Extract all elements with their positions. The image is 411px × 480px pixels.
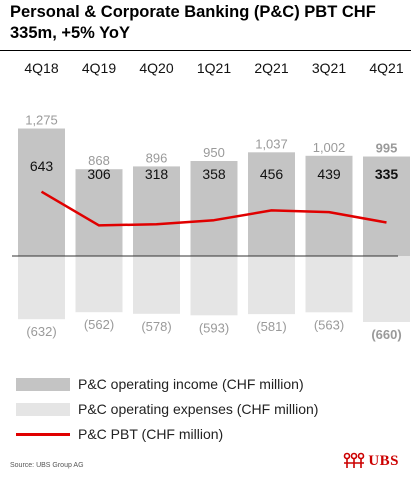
- expense-value-label: (578): [141, 319, 171, 334]
- legend-label-pbt: P&C PBT (CHF million): [78, 426, 224, 442]
- legend-item-expenses: P&C operating expenses (CHF million): [16, 399, 318, 419]
- expense-bar: [248, 256, 295, 315]
- income-bar: [363, 156, 410, 256]
- logo-text: UBS: [368, 452, 399, 469]
- category-label: 4Q18: [24, 60, 58, 76]
- pbt-value-label: 335: [375, 166, 399, 182]
- chart-title: Personal & Corporate Banking (P&C) PBT C…: [10, 3, 376, 42]
- category-label: 4Q19: [82, 60, 116, 76]
- expense-bar: [75, 256, 123, 313]
- income-value-label: 1,275: [25, 113, 58, 128]
- expense-bar: [190, 256, 238, 316]
- pbt-value-label: 439: [317, 166, 341, 182]
- expense-value-label: (593): [199, 320, 229, 335]
- bar-line-chart: 4Q18 1,275 (632) 4Q19 868 (562) 4Q20 896 (578) 1Q…: [12, 60, 410, 342]
- category-label: 4Q20: [139, 60, 173, 76]
- income-bar: [305, 155, 353, 256]
- income-value-label: 896: [146, 150, 168, 165]
- legend-item-pbt: P&C PBT (CHF million): [16, 424, 223, 444]
- expense-value-label: (563): [314, 317, 344, 332]
- category-label: 3Q21: [312, 60, 346, 76]
- keys-icon: [344, 452, 365, 468]
- expense-value-label: (660): [371, 327, 401, 342]
- source-note: Source: UBS Group AG: [10, 462, 84, 469]
- legend-item-income: P&C operating income (CHF million): [16, 374, 304, 394]
- legend-swatch-income: [16, 377, 70, 391]
- income-value-label: 950: [203, 145, 225, 160]
- category-label: 4Q21: [369, 60, 403, 76]
- pbt-value-label: 318: [145, 166, 169, 182]
- expense-bar: [133, 256, 180, 314]
- expense-bar: [363, 256, 410, 322]
- income-value-label: 995: [376, 141, 398, 156]
- pbt-value-label: 358: [202, 166, 226, 182]
- pbt-value-label: 643: [30, 158, 54, 174]
- expense-bar: [18, 256, 65, 320]
- expense-value-label: (581): [256, 319, 286, 334]
- category-label: 1Q21: [197, 60, 231, 76]
- legend-swatch-expenses: [16, 402, 70, 416]
- expense-bar: [305, 256, 353, 313]
- category-label: 2Q21: [254, 60, 288, 76]
- legend-line-pbt: [16, 432, 70, 436]
- income-value-label: 868: [88, 153, 110, 168]
- pbt-value-label: 456: [260, 166, 284, 182]
- income-bar: [133, 166, 180, 256]
- ubs-logo: UBS: [343, 452, 399, 470]
- income-value-label: 1,002: [313, 140, 346, 155]
- expense-value-label: (562): [84, 317, 114, 332]
- income-bar: [75, 169, 123, 256]
- title-rule: [0, 50, 411, 51]
- income-value-label: 1,037: [255, 136, 288, 151]
- income-bar: [248, 152, 295, 256]
- expense-value-label: (632): [26, 324, 56, 339]
- income-bar: [190, 161, 238, 256]
- pbt-line: [40, 190, 387, 227]
- legend-label-income: P&C operating income (CHF million): [78, 376, 304, 392]
- pbt-value-label: 306: [87, 166, 111, 182]
- legend-label-expenses: P&C operating expenses (CHF million): [78, 401, 319, 417]
